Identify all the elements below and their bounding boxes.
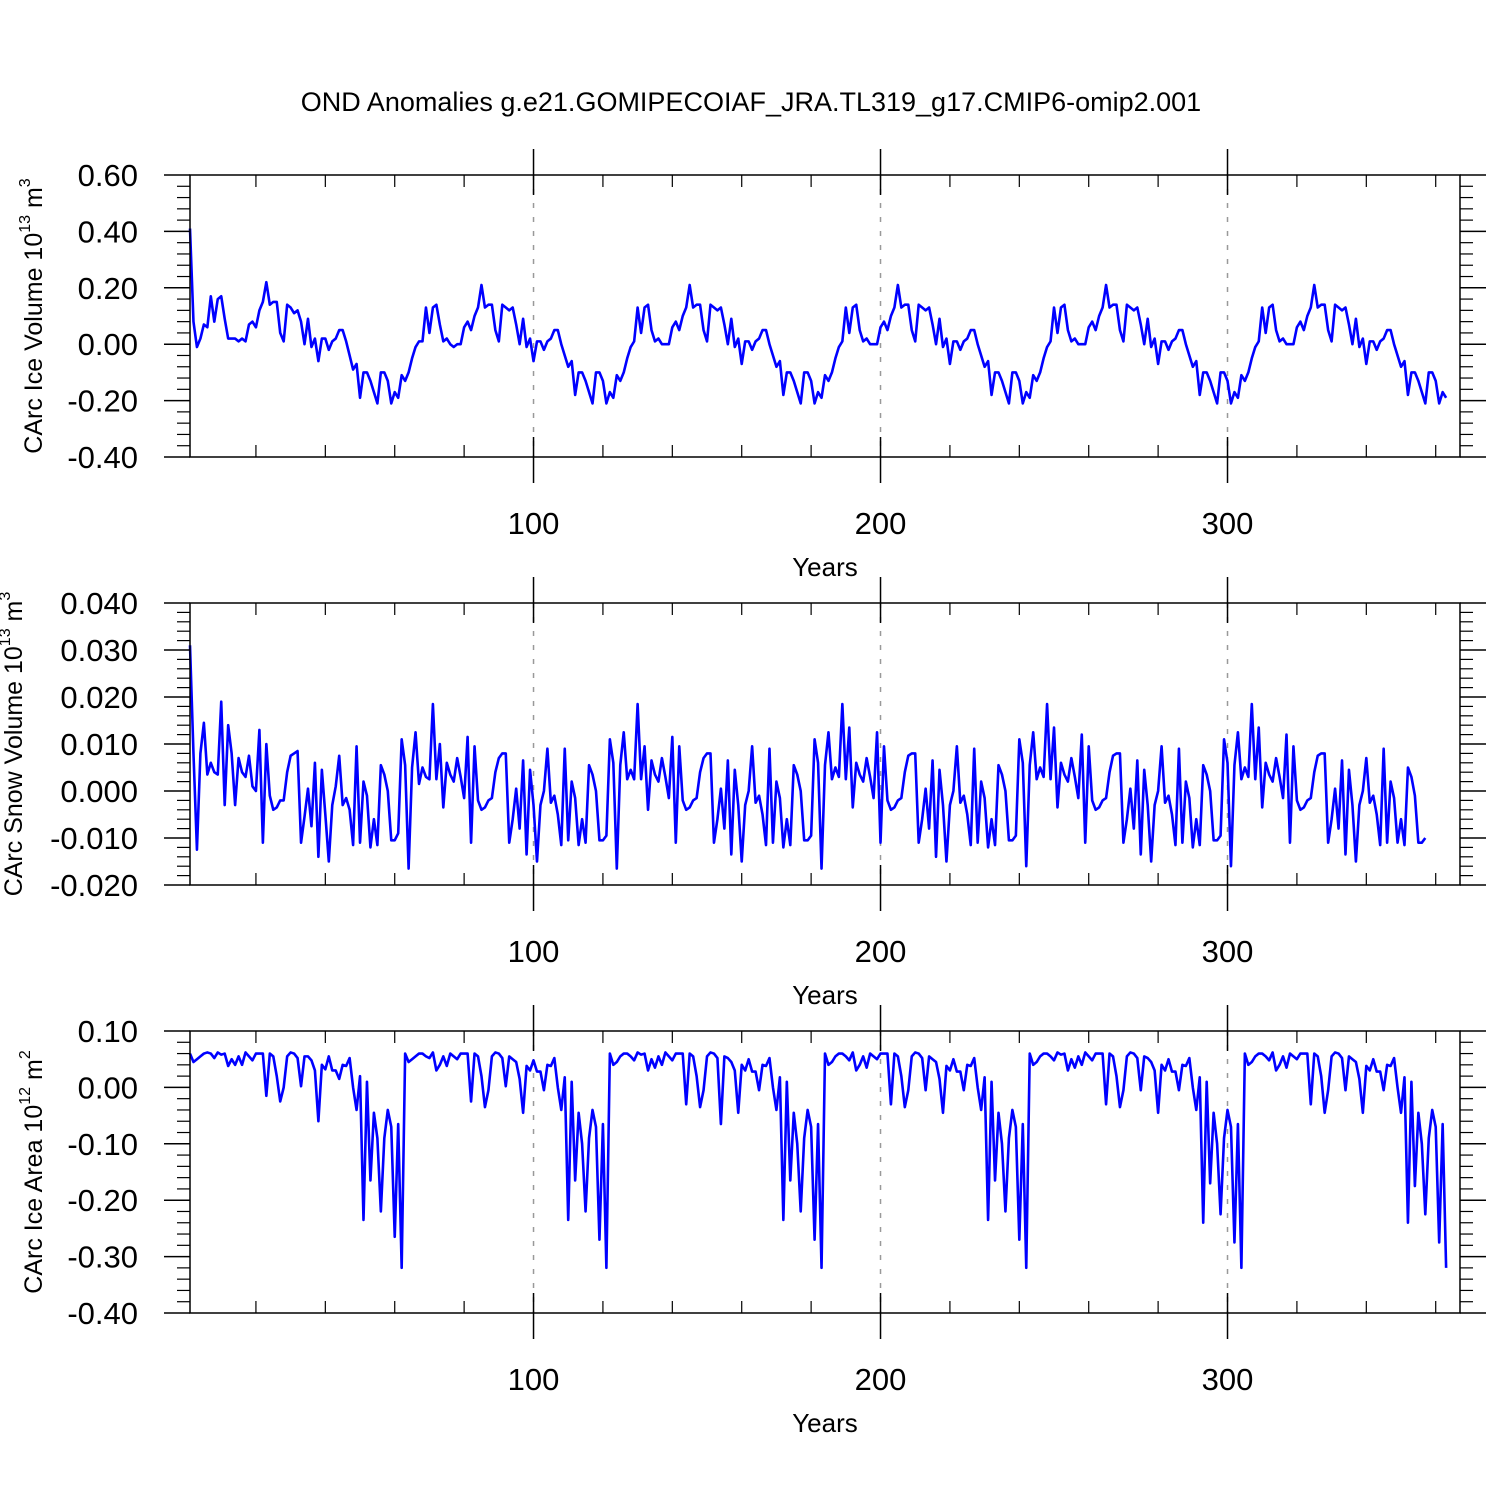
snow-volume-x-tick-label: 300 [1202,934,1254,969]
ice-area-x-axis-title: Years [792,1408,858,1438]
snow-volume-y-axis-title: CArc Snow Volume 1013 m3 [0,592,28,897]
figure-title: OND Anomalies g.e21.GOMIPECOIAF_JRA.TL31… [301,87,1201,117]
ice-area-panel: 100 200 300 Years -0.40 -0.30 -0.20 -0.10 0.00 0.… [17,1005,1486,1438]
ice-volume-y-tick-label: 0.40 [78,214,138,249]
snow-volume-y-tick-label: 0.000 [60,774,138,809]
snow-volume-y-tick-label: 0.020 [60,680,138,715]
snow-volume-x-tick-label: 200 [855,934,907,969]
ice-volume-series-line [188,228,1448,405]
snow-volume-y-tick-label: -0.010 [50,821,138,856]
ice-area-y-tick-label: 0.10 [78,1014,138,1049]
ice-volume-y-tick-label: -0.20 [67,384,138,419]
snow-volume-x-axis-title: Years [792,980,858,1010]
snow-volume-y-tick-label: 0.040 [60,586,138,621]
ice-volume-y-tick-label: 0.20 [78,271,138,306]
ice-volume-x-tick-label: 200 [855,506,907,541]
snow-volume-panel: 100 200 300 Years -0.020 -0.010 0.000 0.010 0.02… [0,577,1486,1010]
ice-area-y-tick-label: -0.10 [67,1127,138,1162]
snow-volume-y-tick-label: 0.010 [60,727,138,762]
ice-area-y-tick-label: -0.30 [67,1240,138,1275]
ice-area-y-axis-title: CArc Ice Area 1012 m2 [17,1050,48,1294]
ice-area-y-tick-label: -0.20 [67,1183,138,1218]
snow-volume-x-tick-label: 100 [508,934,560,969]
ice-volume-x-tick-label: 300 [1202,506,1254,541]
ice-area-x-tick-label: 200 [855,1362,907,1397]
snow-volume-y-tick-label: -0.020 [50,868,138,903]
ice-volume-x-axis-title: Years [792,552,858,582]
ice-area-y-tick-label: 0.00 [78,1070,138,1105]
ice-area-x-tick-label: 100 [508,1362,560,1397]
ice-volume-panel: 100 200 300 Years -0.40 -0.20 0.00 0.20 0.40 0.60… [17,149,1486,582]
snow-volume-y-tick-label: 0.030 [60,633,138,668]
ice-area-plot-frame [189,1030,1461,1314]
ice-volume-x-tick-label: 100 [508,506,560,541]
ice-volume-plot-frame [189,174,1461,458]
ice-area-x-tick-label: 300 [1202,1362,1254,1397]
ice-volume-y-axis-title: CArc Ice Volume 1013 m3 [17,178,48,454]
ice-volume-y-tick-label: 0.60 [78,158,138,193]
ice-volume-y-tick-label: -0.40 [67,440,138,475]
ice-area-series-line [188,1051,1448,1270]
ice-volume-y-tick-label: 0.00 [78,327,138,362]
snow-volume-series-line [188,645,1427,870]
ice-area-y-tick-label: -0.40 [67,1296,138,1331]
